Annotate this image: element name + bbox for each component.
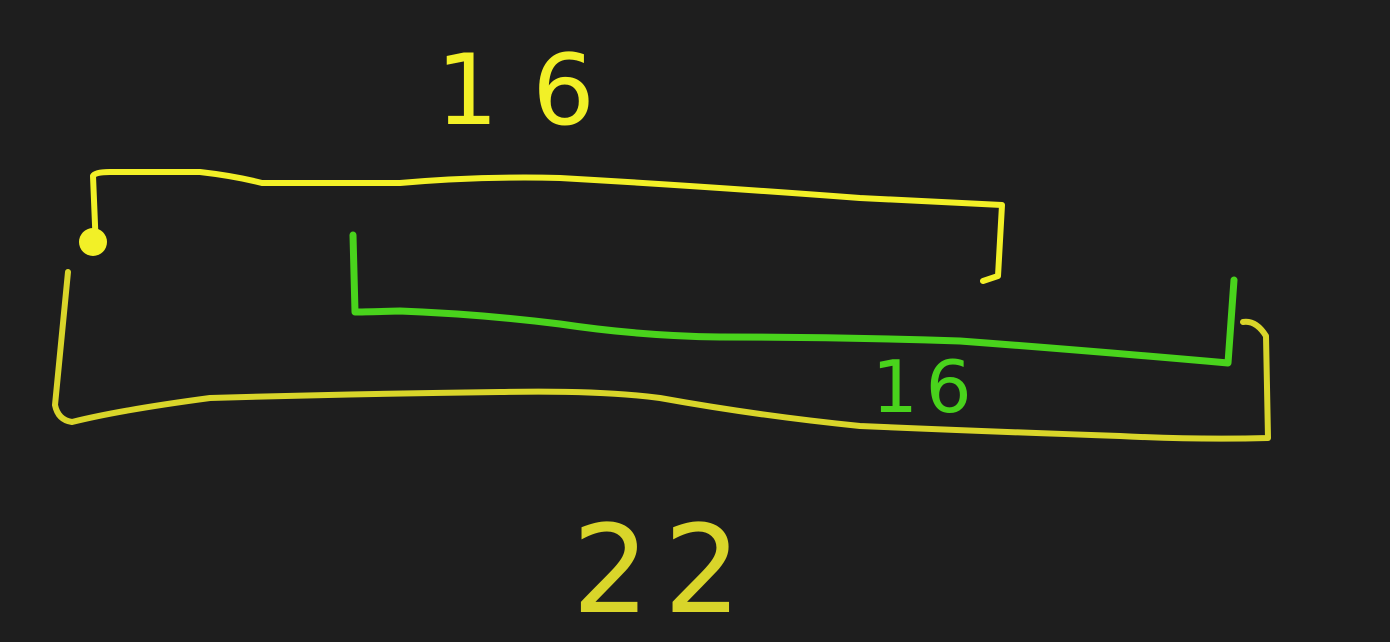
green-bracket [349,231,1238,367]
outer-yellow-bracket [52,269,1271,442]
green-bracket-length-label: 16 [872,345,980,429]
top-yellow-bracket [90,169,1005,284]
outer-bracket-length-label: 22 [572,499,755,641]
top-bracket-start-dot [79,228,107,256]
top-bracket-length-label: 16 [436,34,629,148]
